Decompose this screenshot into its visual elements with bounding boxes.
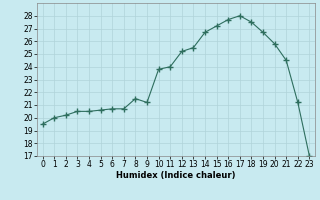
X-axis label: Humidex (Indice chaleur): Humidex (Indice chaleur) (116, 171, 236, 180)
